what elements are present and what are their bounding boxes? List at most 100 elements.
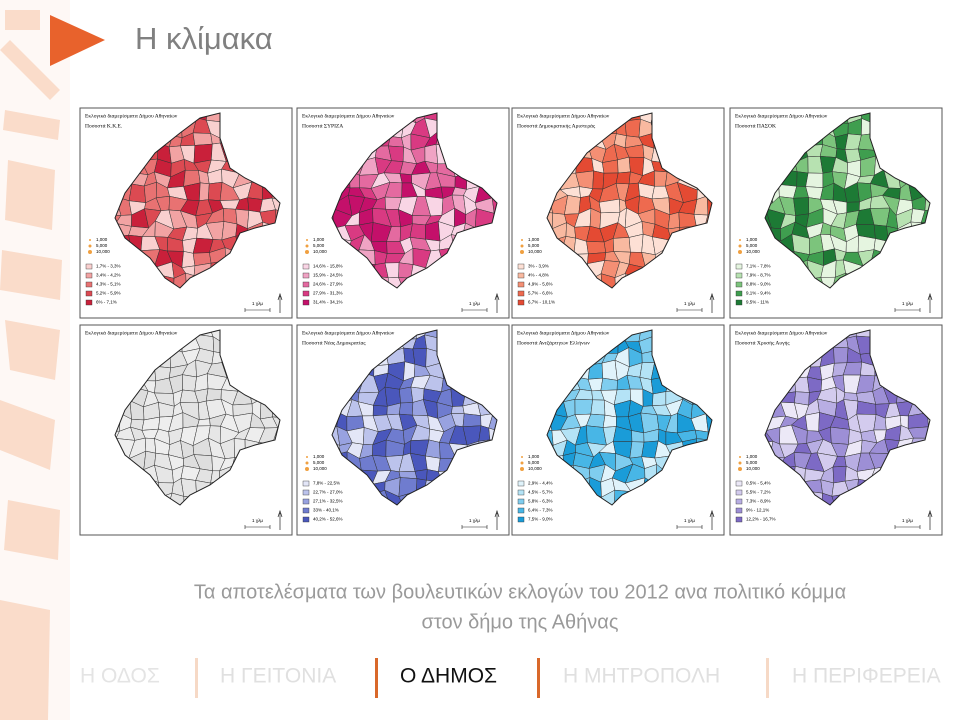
scale-bar [676, 525, 703, 529]
nav-separator [537, 658, 540, 698]
district [805, 412, 820, 432]
size-symbol [306, 239, 308, 241]
legend-swatch [517, 498, 525, 505]
legend-swatch [735, 480, 743, 487]
nav-item[interactable]: Ο ΔΗΜΟΣ [400, 665, 497, 688]
legend-label: 4,3% - 5,1% [96, 282, 121, 287]
size-label: 10,000 [746, 249, 760, 254]
scale-bar [894, 308, 921, 312]
legend-label: 5,8% - 6,3% [528, 499, 553, 504]
legend-swatch [735, 263, 743, 270]
district [207, 181, 223, 201]
size-symbol [88, 244, 92, 248]
legend-label: 8,8% - 9,0% [746, 282, 771, 287]
legend-swatch [735, 516, 743, 523]
size-label: 10,000 [313, 466, 327, 471]
size-label: 1,000 [528, 454, 540, 459]
municipality-outline [331, 329, 498, 506]
map-subtitle: Ποσοστά Ανεξάρτητων Ελλήνων [517, 340, 590, 346]
scale-bar [676, 308, 703, 312]
district [271, 197, 280, 214]
nav-item[interactable]: Η ΟΔΟΣ [80, 665, 160, 688]
map-subtitle: Ποσοστά Κ.Κ.Ε. [85, 123, 123, 129]
map-title: Εκλογικά διαμερίσματα Δήμου Αθηναίων [85, 330, 178, 336]
scale-label: 1 χλμ [469, 518, 480, 523]
district [615, 171, 631, 185]
size-symbol [89, 239, 91, 241]
district [197, 418, 211, 427]
legend-label: 4% - 4,8% [528, 273, 549, 278]
legend-swatch [302, 272, 310, 279]
north-arrow [494, 509, 500, 530]
map-subtitle: Ποσοστά ΠΑΣΟΚ [735, 123, 776, 129]
legend-swatch [302, 480, 310, 487]
map-subtitle: Ποσοστά Νέας Δημοκρατίας [302, 340, 366, 346]
map-title: Εκλογικά διαμερίσματα Δήμου Αθηναίων [735, 113, 828, 119]
size-symbol [88, 250, 92, 254]
legend-label: 40,2% - 52,6% [313, 517, 343, 522]
size-label: 10,000 [528, 249, 542, 254]
size-symbol [520, 244, 524, 248]
map-panel: Εκλογικά διαμερίσματα Δήμου Αθηναίων Ποσο… [511, 324, 725, 536]
legend-label: 7,8% - 22,5% [313, 481, 340, 486]
district [652, 391, 667, 406]
legend-swatch [517, 281, 525, 288]
legend-label: 31,4% - 34,1% [313, 300, 343, 305]
municipality-outline [546, 329, 713, 506]
map-panel: Εκλογικά διαμερίσματα Δήμου Αθηναίων Ποσο… [296, 324, 510, 536]
size-label: 5,000 [96, 243, 108, 248]
size-label: 10,000 [528, 466, 542, 471]
map-title: Εκλογικά διαμερίσματα Δήμου Αθηναίων [735, 330, 828, 336]
north-arrow [494, 292, 500, 313]
district [586, 241, 607, 255]
size-label: 1,000 [313, 454, 325, 459]
legend-label: 0,5% - 5,4% [746, 481, 771, 486]
legend-swatch [517, 480, 525, 487]
district [424, 144, 439, 165]
legend-label: 27,1% - 32,5% [313, 499, 343, 504]
district [182, 374, 197, 392]
scale-bar [461, 525, 488, 529]
legend-swatch [302, 516, 310, 523]
nav-item[interactable]: Η ΓΕΙΤΟΝΙΑ [220, 665, 336, 688]
scale-label: 1 χλμ [252, 301, 263, 306]
legend-label: 5,2% - 5,9% [96, 291, 121, 296]
size-label: 1,000 [313, 237, 325, 242]
legend-swatch [302, 281, 310, 288]
map-subtitle: Ποσοστά Δημοκρατικής Αριστεράς [517, 123, 596, 129]
nav-item[interactable]: Η ΠΕΡΙΦΕΡΕΙΑ [792, 665, 941, 688]
municipality-outline [764, 112, 931, 289]
map-panel: Εκλογικά διαμερίσματα Δήμου Αθηναίων Ποσο… [729, 107, 943, 319]
size-label: 10,000 [746, 466, 760, 471]
size-symbol [521, 456, 523, 458]
district [425, 221, 441, 242]
nav-item[interactable]: Η ΜΗΤΡΟΠΟΛΗ [563, 665, 720, 688]
legend-swatch [85, 290, 93, 297]
district [832, 465, 847, 484]
nav-separator [766, 658, 769, 698]
district [600, 377, 618, 391]
legend-swatch [735, 507, 743, 514]
scale-label: 1 χλμ [684, 301, 695, 306]
legend-swatch [517, 516, 525, 523]
scale-label: 1 χλμ [684, 518, 695, 523]
legend-label: 7,1% - 7,8% [746, 264, 771, 269]
map-title: Εκλογικά διαμερίσματα Δήμου Αθηναίων [517, 330, 610, 336]
district [654, 170, 668, 187]
scale-label: 1 χλμ [469, 301, 480, 306]
map-title: Εκλογικά διαμερίσματα Δήμου Αθηναίων [302, 113, 395, 119]
legend-label: 7,5% - 9,0% [528, 517, 553, 522]
legend-swatch [735, 299, 743, 306]
district [601, 359, 618, 381]
map-panel: Εκλογικά διαμερίσματα Δήμου Αθηναίων Ποσο… [296, 107, 510, 319]
legend-swatch [735, 290, 743, 297]
legend-swatch [517, 299, 525, 306]
maps: Εκλογικά διαμερίσματα Δήμου Αθηναίων Ποσο… [79, 107, 943, 536]
legend-label: 7,9% - 8,7% [746, 273, 771, 278]
legend-swatch [85, 263, 93, 270]
legend-label: 12,2% - 16,7% [746, 517, 776, 522]
size-label: 1,000 [746, 454, 758, 459]
map-title: Εκλογικά διαμερίσματα Δήμου Αθηναίων [302, 330, 395, 336]
legend-label: 22,7% - 27,0% [313, 490, 343, 495]
district [272, 416, 280, 433]
